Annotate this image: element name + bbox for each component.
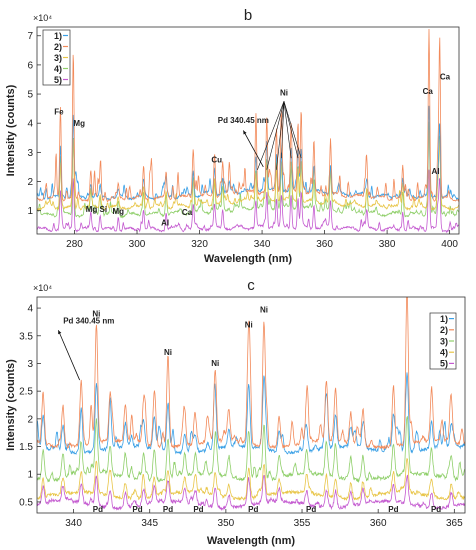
x-tick-label: 355 [294,518,311,529]
peak-annotation: Al [161,218,169,227]
peak-annotation: Ca [423,87,434,96]
chart-b: b ×10⁴ 280 300 320 340 360 380 400 1 2 3 4 5 6 7 Wavelen… [5,7,459,265]
x-tick-label: 380 [379,239,396,250]
x-tick-label: 360 [370,518,387,529]
plot-frame [37,27,459,234]
x-tick-label: 280 [66,239,83,250]
peak-annotation: Ca [182,208,193,217]
peak-annotation: Pd [306,505,316,514]
y-tick-label: 1 [27,206,33,217]
y-tick-label: 1 [27,470,33,481]
chart-title: c [247,277,255,294]
peak-annotation: Ni [92,309,100,318]
y-tick-label: 0.5 [19,497,33,508]
x-tick-label: 400 [441,239,458,250]
peak-annotation: Ni [211,359,219,368]
x-tick-label: 365 [446,518,463,529]
ni-pointer [284,101,291,158]
y-tick-label: 1.5 [19,442,33,453]
annotations: Fe Mg Mg Si Mg Al Ca Cu Pd 340.45 nm Ni Ca Ca Al [54,72,450,227]
legend-entry: 1) [440,314,448,324]
x-axis-label: Wavelength (nm) [207,535,296,547]
peak-annotation: Pd [248,505,258,514]
peak-annotation: Ni [280,89,288,98]
exponent-label: ×10⁴ [33,283,52,293]
legend: 1)2)3)4)5) [43,30,70,85]
peak-annotation: Ca [440,72,451,81]
peak-annotation: Pd [431,505,441,514]
x-axis-label: Wavelength (nm) [204,253,293,265]
legend-entry: 2) [54,42,62,52]
x-tick-label: 350 [218,518,235,529]
peak-annotation: Pd 340.45 nm [63,317,114,326]
peak-annotation: Pd [388,505,398,514]
x-tick-label: 340 [254,239,271,250]
legend-entry: 4) [440,348,448,358]
legend-entry: 1) [54,31,62,41]
legend: 1)2)3) 4)5) [430,313,456,369]
pd-pointer [243,131,263,167]
peak-annotation: Pd 340.45 nm [218,116,269,125]
peak-annotation: Mg [73,119,85,128]
peak-annotation: Ni [245,320,253,329]
x-tick-label: 300 [129,239,146,250]
peak-annotation: Fe [54,107,64,116]
y-tick-label: 2 [27,177,33,188]
series-group [37,29,459,232]
peak-annotation: Ni [260,306,268,315]
y-tick-label: 3 [27,359,33,370]
legend-entry: 2) [440,325,448,335]
peak-annotation: Pd [132,505,142,514]
pd-pointer [58,330,79,380]
exponent-label: ×10⁴ [33,13,52,23]
legend-entry: 5) [440,359,448,369]
x-tick-label: 320 [191,239,208,250]
y-tick-label: 7 [27,31,33,42]
y-tick-label: 6 [27,60,33,71]
y-axis-label: Intensity (counts) [5,359,17,451]
legend-entry: 3) [440,336,448,346]
chart-c: c ×10⁴ 340 345 350 355 360 365 0.5 1 1.5 2 2.5 3 3.5 4 W… [5,277,465,547]
peak-annotation: Mg Si [86,205,107,214]
peak-annotation: Al [432,167,440,176]
series-line-4 [37,122,459,218]
y-tick-label: 3 [27,148,33,159]
peak-annotation: Pd [193,505,203,514]
y-tick-label: 4 [27,304,33,315]
legend-entry: 5) [54,75,62,85]
peak-annotation: Pd [93,505,103,514]
chart-title: b [244,7,252,24]
x-tick-label: 360 [316,239,333,250]
peak-annotation: Mg [112,207,124,216]
y-tick-label: 2 [27,414,33,425]
legend-entry: 4) [54,64,62,74]
y-tick-label: 2.5 [19,387,33,398]
x-tick-label: 345 [141,518,158,529]
peak-annotation: Cu [211,156,222,165]
x-tick-label: 340 [65,518,82,529]
y-tick-label: 4 [27,119,33,130]
peak-annotation: Pd [163,505,173,514]
y-tick-label: 3.5 [19,331,33,342]
legend-entry: 3) [54,53,62,63]
y-tick-label: 5 [27,90,33,101]
peak-annotation: Ni [164,348,172,357]
y-axis-label: Intensity (counts) [5,84,17,176]
